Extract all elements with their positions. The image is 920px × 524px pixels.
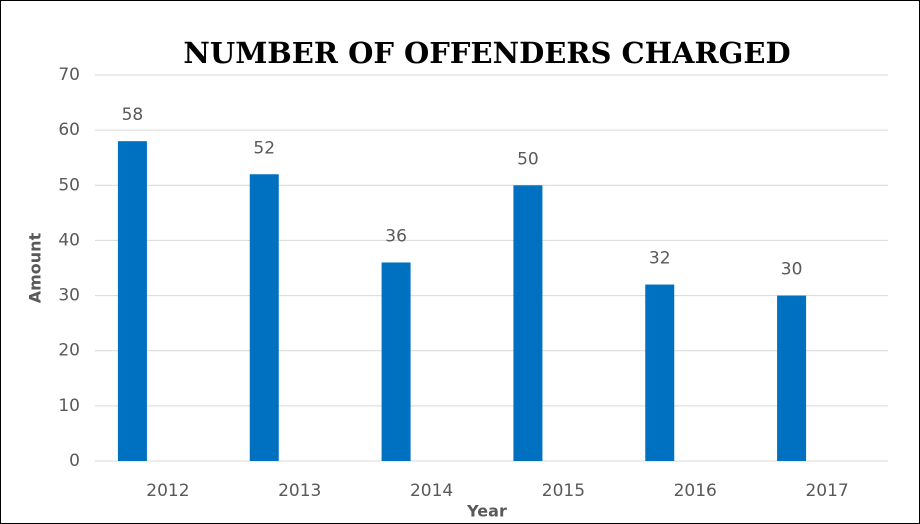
x-axis-title: Year [466, 502, 507, 521]
y-tick-label: 20 [58, 341, 80, 361]
x-tick-label: 2014 [410, 481, 453, 501]
x-tick-label: 2015 [542, 481, 585, 501]
data-label: 52 [253, 138, 275, 158]
chart-title: NUMBER OF OFFENDERS CHARGED [183, 36, 790, 70]
bar [777, 295, 807, 461]
bar [645, 284, 675, 461]
y-tick-label: 30 [58, 286, 80, 306]
y-axis-title: Amount [26, 232, 45, 303]
x-tick-label: 2012 [146, 481, 189, 501]
y-tick-label: 60 [58, 120, 80, 140]
y-tick-label: 70 [58, 65, 80, 85]
data-label: 32 [649, 249, 671, 269]
data-label: 36 [385, 226, 407, 246]
y-tick-label: 0 [69, 451, 80, 471]
x-tick-label: 2013 [278, 481, 321, 501]
data-label: 50 [517, 149, 539, 169]
bar [381, 262, 411, 461]
x-tick-label: 2017 [805, 481, 848, 501]
bar [117, 141, 147, 461]
y-tick-label: 50 [58, 175, 80, 195]
data-label: 58 [122, 105, 144, 125]
y-tick-label: 10 [58, 396, 80, 416]
bar [249, 174, 279, 461]
data-label: 30 [781, 260, 803, 280]
x-tick-label: 2016 [674, 481, 717, 501]
y-tick-label: 40 [58, 230, 80, 250]
bar [513, 185, 543, 462]
